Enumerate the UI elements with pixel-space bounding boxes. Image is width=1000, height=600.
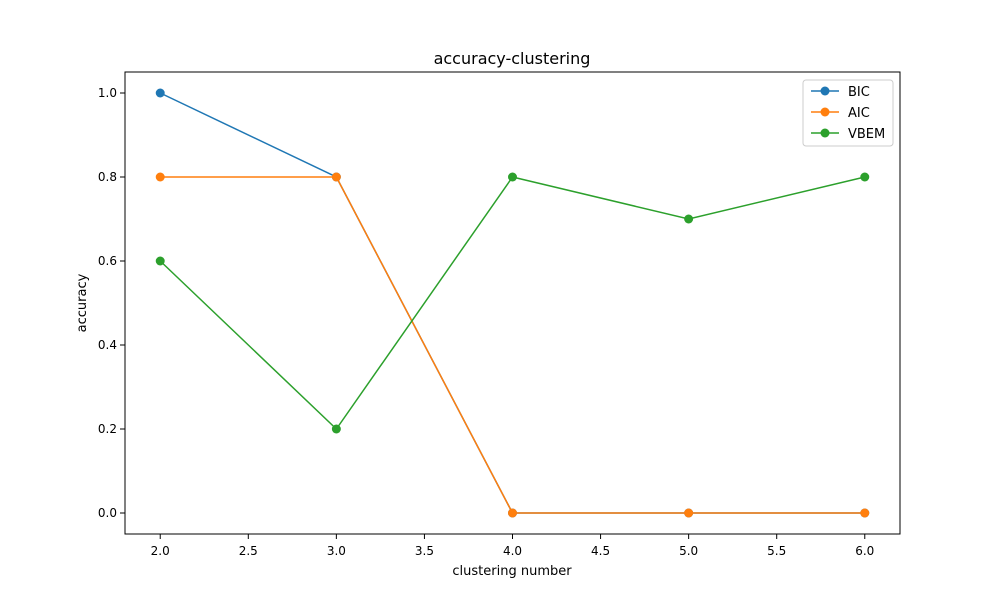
y-tick-label: 0.6 [98,254,117,268]
x-tick-label: 2.5 [239,544,258,558]
data-point-vbem [331,424,341,434]
legend-swatch-marker [820,128,830,138]
x-tick-label: 4.5 [591,544,610,558]
legend-swatch-marker [820,107,830,117]
y-axis-label: accuracy [75,273,90,332]
series-line-bic [159,92,865,514]
series-line-aic [160,176,865,514]
y-tick-label: 0.2 [98,422,117,436]
x-tick-label: 2.0 [151,544,170,558]
y-tick-label: 1.0 [98,86,117,100]
x-tick-label: 6.0 [855,544,874,558]
data-point-aic [508,508,517,518]
legend-label-vbem: VBEM [848,127,885,142]
data-point-vbem [508,172,517,182]
x-tick-label: 5.5 [767,544,786,558]
data-point-vbem [155,256,165,266]
y-tick-label: 0.4 [98,338,117,352]
plot-area: 2.0 2.5 3.0 3.5 4.0 4.5 5.0 5.5 6.0 0.0 0.2 0.4 0.6 0… [98,71,901,558]
data-point-aic [331,172,341,182]
data-point-aic [155,172,165,182]
y-tick-label: 0.8 [98,170,117,184]
data-point-aic [684,508,694,518]
y-tick-label: 0.0 [98,506,117,520]
legend-label-aic: AIC [848,106,870,121]
axes-frame [124,71,901,535]
data-point-vbem [860,172,870,182]
data-point-aic [860,508,870,518]
data-point-vbem [684,214,694,224]
x-tick-label: 3.5 [415,544,434,558]
legend-label-bic: BIC [848,85,870,100]
data-point-bic [155,88,165,98]
x-axis-label: clustering number [452,564,572,579]
legend-swatch-marker [820,86,830,96]
x-tick-label: 3.0 [327,544,346,558]
series-line-vbem [159,176,865,431]
chart-title: accuracy-clustering [434,49,591,68]
x-tick-label: 5.0 [679,544,698,558]
x-tick-label: 4.0 [503,544,522,558]
